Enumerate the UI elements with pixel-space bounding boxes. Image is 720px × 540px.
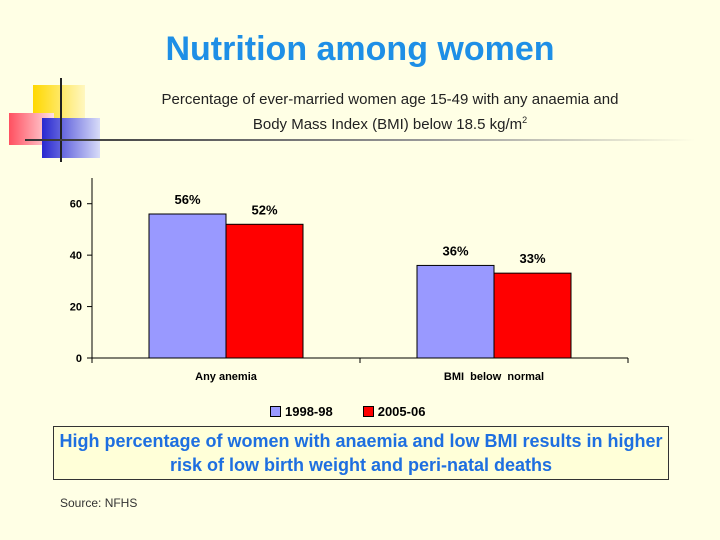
deco-yellow-square — [33, 85, 85, 137]
data-label: 52% — [251, 202, 277, 217]
bar-chart: 0 20 40 60 Any anemia 56% 52% BMI below normal 3… — [70, 178, 629, 383]
legend-item-series-2: 2005-06 — [362, 403, 426, 419]
deco-horizontal-line — [25, 139, 695, 141]
x-category-label: Any anemia — [195, 371, 258, 383]
data-label: 36% — [442, 243, 468, 258]
slide-title: Nutrition among women — [165, 30, 555, 68]
y-tick-label: 0 — [76, 353, 82, 365]
deco-red-square — [9, 113, 54, 145]
legend-swatch-series-1 — [270, 405, 281, 417]
subtitle-line-1: Percentage of ever-married women age 15-… — [161, 91, 619, 108]
data-label: 56% — [174, 192, 200, 207]
source-note: Source: NFHS — [60, 496, 138, 510]
y-tick-label: 60 — [70, 199, 82, 211]
key-message-box: High percentage of women with anaemia an… — [53, 426, 669, 480]
y-tick-label: 40 — [70, 250, 82, 262]
chart-subtitle: Percentage of ever-married women age 15-… — [90, 90, 690, 135]
subtitle-line-2: Body Mass Index (BMI) below 18.5 kg/m2 — [90, 110, 690, 135]
y-tick-label: 20 — [70, 302, 82, 314]
x-category-label: BMI below normal — [444, 371, 544, 383]
bar-2 — [225, 223, 304, 359]
legend-label-series-2: 2005-06 — [377, 403, 426, 419]
bar-1 — [148, 213, 227, 359]
subtitle-superscript: 2 — [522, 115, 528, 125]
legend-item-series-1: 1998-98 — [270, 404, 333, 419]
decorative-squares-graphic — [9, 78, 695, 162]
key-message-text: High percentage of women with anaemia an… — [59, 431, 663, 475]
bar-1 — [416, 264, 495, 359]
bar-2 — [493, 272, 572, 359]
legend-swatch-series-2 — [362, 405, 374, 417]
chart-legend: 1998-98 2005-06 — [270, 402, 455, 420]
subtitle-line-2-text: Body Mass Index (BMI) below 18.5 kg/m — [252, 116, 523, 133]
data-label: 33% — [519, 251, 545, 266]
legend-label-series-1: 1998-98 — [285, 403, 333, 419]
